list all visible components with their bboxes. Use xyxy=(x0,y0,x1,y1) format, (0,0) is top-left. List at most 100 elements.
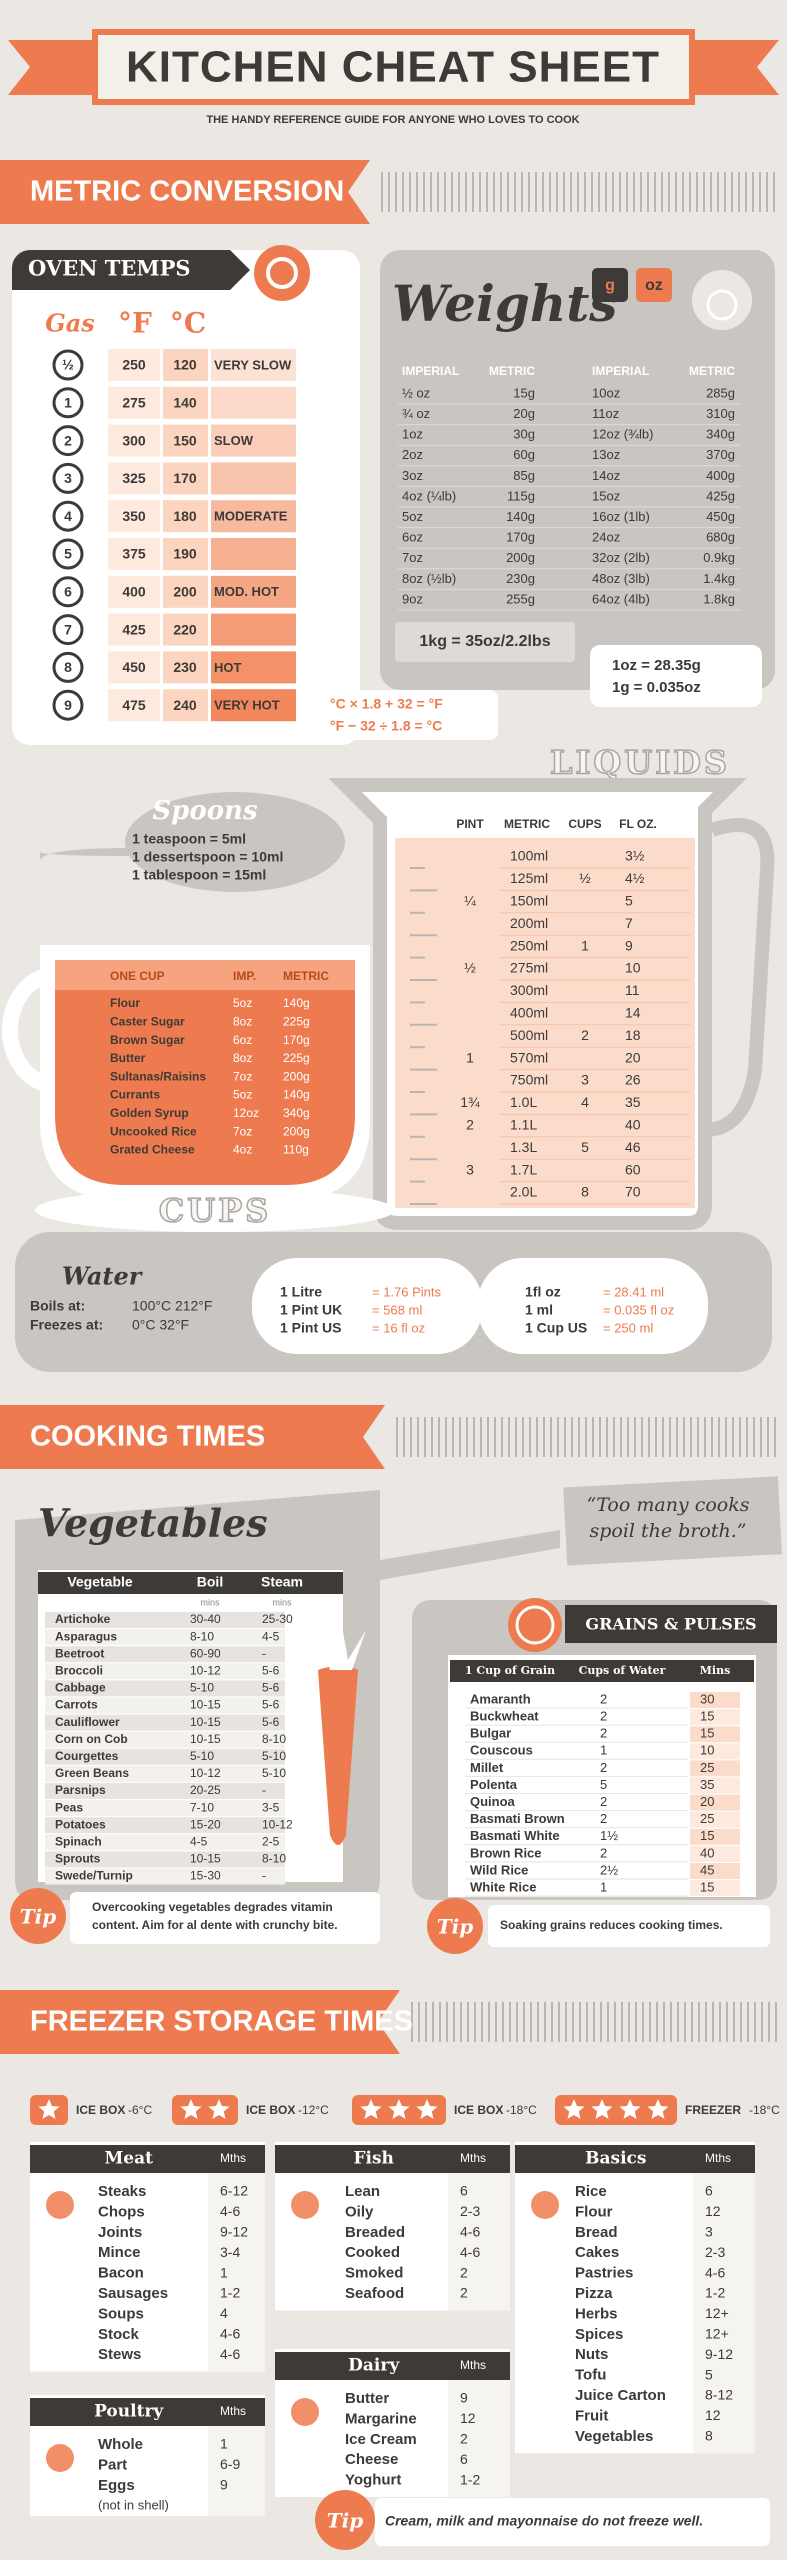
label: 45 xyxy=(700,1862,714,1877)
table-head xyxy=(275,2145,510,2173)
cell xyxy=(211,651,296,684)
row-bg xyxy=(45,1783,285,1799)
label: 680g xyxy=(706,530,735,545)
label: Breaded xyxy=(345,2224,405,2241)
cell xyxy=(108,500,160,533)
cell xyxy=(211,538,296,570)
label: White Rice xyxy=(470,1880,536,1895)
label: 1-2 xyxy=(705,2285,725,2301)
label: Chops xyxy=(98,2203,145,2220)
label: 255g xyxy=(506,591,535,606)
label: 285g xyxy=(706,385,735,400)
cell xyxy=(690,1794,740,1811)
cell xyxy=(690,1828,740,1845)
label: Basmati White xyxy=(470,1828,560,1843)
label: 24oz xyxy=(592,530,620,545)
column-header: Mins xyxy=(700,1664,731,1677)
label: 1 Pint US xyxy=(280,1320,341,1336)
label: Tip xyxy=(327,2509,363,2533)
label: Parsnips xyxy=(55,1783,106,1797)
label: spoil the broth.” xyxy=(589,1520,746,1542)
cell xyxy=(108,575,160,608)
label: 170g xyxy=(506,530,535,545)
jug-liquid xyxy=(395,838,695,1208)
subtitle: THE HANDY REFERENCE GUIDE FOR ANYONE WHO… xyxy=(206,114,579,126)
label: 3-5 xyxy=(262,1800,280,1814)
ribbon xyxy=(8,40,115,95)
label: 5 xyxy=(705,2366,713,2382)
label: 1 ml xyxy=(525,1302,553,1318)
cell xyxy=(690,1880,740,1897)
label: 310g xyxy=(706,406,735,421)
row-bg xyxy=(45,1868,285,1885)
label: 1 Cup US xyxy=(525,1320,587,1336)
label: 450g xyxy=(706,509,735,524)
label: Caster Sugar xyxy=(110,1014,185,1028)
table-head xyxy=(450,1660,754,1682)
cell xyxy=(108,349,160,381)
label: 4 xyxy=(220,2305,228,2321)
jug-handle xyxy=(704,818,775,1137)
label: 4oz (¼lb) xyxy=(402,488,456,503)
label: 12 xyxy=(460,2410,476,2426)
label: 10 xyxy=(625,960,641,976)
food-icon xyxy=(291,2398,319,2426)
label: 1.8kg xyxy=(703,591,735,606)
ribbon xyxy=(672,40,779,95)
label: 15 xyxy=(700,1828,714,1843)
label: Quinoa xyxy=(470,1794,516,1809)
label: - xyxy=(262,1869,266,1883)
label: 12+ xyxy=(705,2305,729,2321)
label: 100ml xyxy=(510,848,548,864)
label: Mths xyxy=(220,2151,246,2165)
label: 5 xyxy=(581,1139,589,1155)
tip-badge xyxy=(315,2490,375,2550)
card-title: GRAINS & PULSES xyxy=(585,1615,756,1634)
label: 12oz xyxy=(233,1106,259,1120)
label: 3 xyxy=(705,2224,713,2240)
cell xyxy=(163,575,208,608)
label: 100°C 212°F xyxy=(132,1298,212,1314)
label: 6 xyxy=(64,584,72,600)
cell xyxy=(690,1777,740,1794)
label: Cheese xyxy=(345,2451,398,2468)
label: 3-4 xyxy=(220,2244,240,2260)
cell xyxy=(211,424,296,457)
label: 7oz xyxy=(233,1069,252,1083)
label: 20 xyxy=(625,1049,641,1065)
label: Flour xyxy=(575,2203,613,2220)
column-header: °F xyxy=(118,307,152,340)
label: 46 xyxy=(625,1139,641,1155)
label: Millet xyxy=(470,1760,504,1775)
label: 25 xyxy=(700,1811,714,1826)
label: 70 xyxy=(625,1184,641,1200)
card-title: Spoons xyxy=(152,796,258,826)
label: Soaking grains reduces cooking times. xyxy=(500,1918,723,1932)
row-bg xyxy=(45,1731,285,1748)
label: g xyxy=(605,277,615,294)
label: 5-10 xyxy=(262,1766,286,1780)
label: 1 xyxy=(600,1743,607,1758)
label: 6oz xyxy=(233,1033,252,1047)
label: Swede/Turnip xyxy=(55,1869,133,1883)
label: Ice Cream xyxy=(345,2431,417,2448)
label: 300 xyxy=(122,432,146,448)
label: 2-3 xyxy=(705,2244,725,2260)
label: 500ml xyxy=(510,1027,548,1043)
column-header: Gas xyxy=(45,309,95,338)
label: 5-6 xyxy=(262,1698,280,1712)
label: = 28.41 ml xyxy=(603,1284,664,1299)
gas-mark xyxy=(52,651,84,683)
label: 250ml xyxy=(510,937,548,953)
spoon xyxy=(40,848,140,860)
banner-text: METRIC CONVERSION xyxy=(30,176,344,208)
label: 275ml xyxy=(510,960,548,976)
label: Cakes xyxy=(575,2244,619,2261)
label: 475 xyxy=(122,697,146,713)
label: MOD. HOT xyxy=(214,584,279,599)
label: 200 xyxy=(173,584,197,600)
title: KITCHEN CHEAT SHEET xyxy=(126,43,660,92)
label: MODERATE xyxy=(214,509,288,524)
label: 10-15 xyxy=(190,1732,221,1746)
